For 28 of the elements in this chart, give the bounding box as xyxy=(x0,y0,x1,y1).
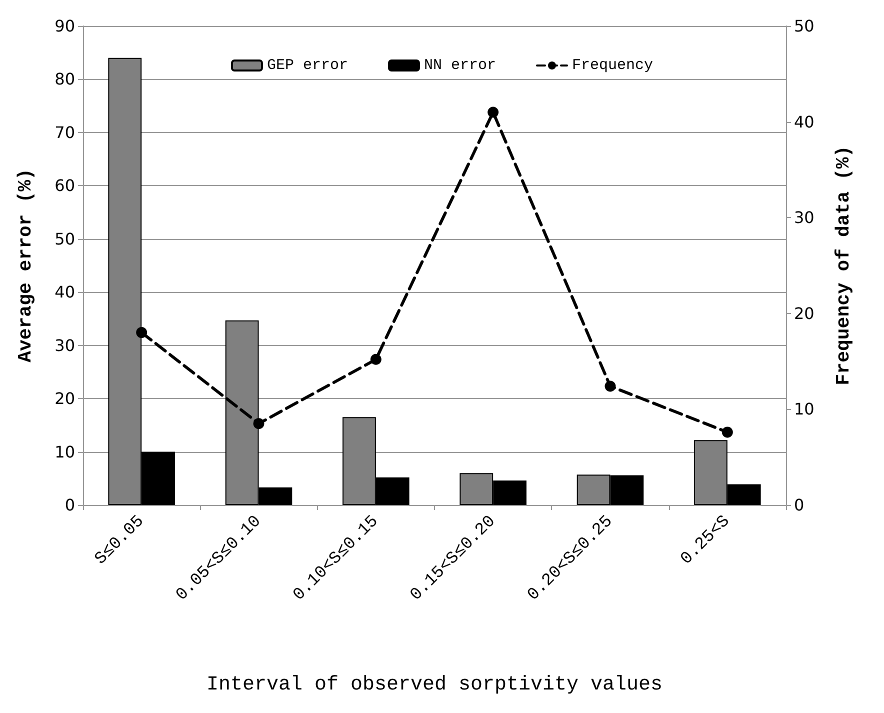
point xyxy=(136,327,148,338)
y2-tick-label: 20 xyxy=(794,304,814,323)
y-tick-label: 40 xyxy=(54,282,75,302)
legend-label: NN error xyxy=(424,57,496,74)
y2-tick-label: 10 xyxy=(794,400,814,419)
y2-tick-label: 40 xyxy=(794,112,814,132)
y-tick-label: 70 xyxy=(54,122,75,142)
y-tick-label: 50 xyxy=(54,229,75,248)
y-tick-label: 60 xyxy=(54,176,75,196)
point xyxy=(722,426,733,438)
legend-label: GEP error xyxy=(266,57,348,74)
point xyxy=(604,380,616,392)
point xyxy=(253,418,264,430)
y-tick-label: 80 xyxy=(54,70,75,89)
y-tick-label: 0 xyxy=(64,496,75,514)
y-tick-label: 20 xyxy=(54,389,75,408)
y2-tick-label: 0 xyxy=(794,496,804,514)
y-tick-label: 10 xyxy=(54,442,75,462)
y2-axis-title: Frequency of data (%) xyxy=(832,146,854,386)
y2-tick-label: 30 xyxy=(794,208,814,228)
point xyxy=(370,354,382,365)
legend-label: Frequency xyxy=(572,57,654,74)
y2-tick-label: 50 xyxy=(794,16,814,36)
x-axis-title: Interval of observed sorptivity values xyxy=(206,674,663,696)
y-tick-label: 30 xyxy=(54,336,75,355)
y-axis-title: Average error (%) xyxy=(14,168,36,362)
point xyxy=(488,106,499,118)
y-tick-label: 90 xyxy=(54,16,75,36)
